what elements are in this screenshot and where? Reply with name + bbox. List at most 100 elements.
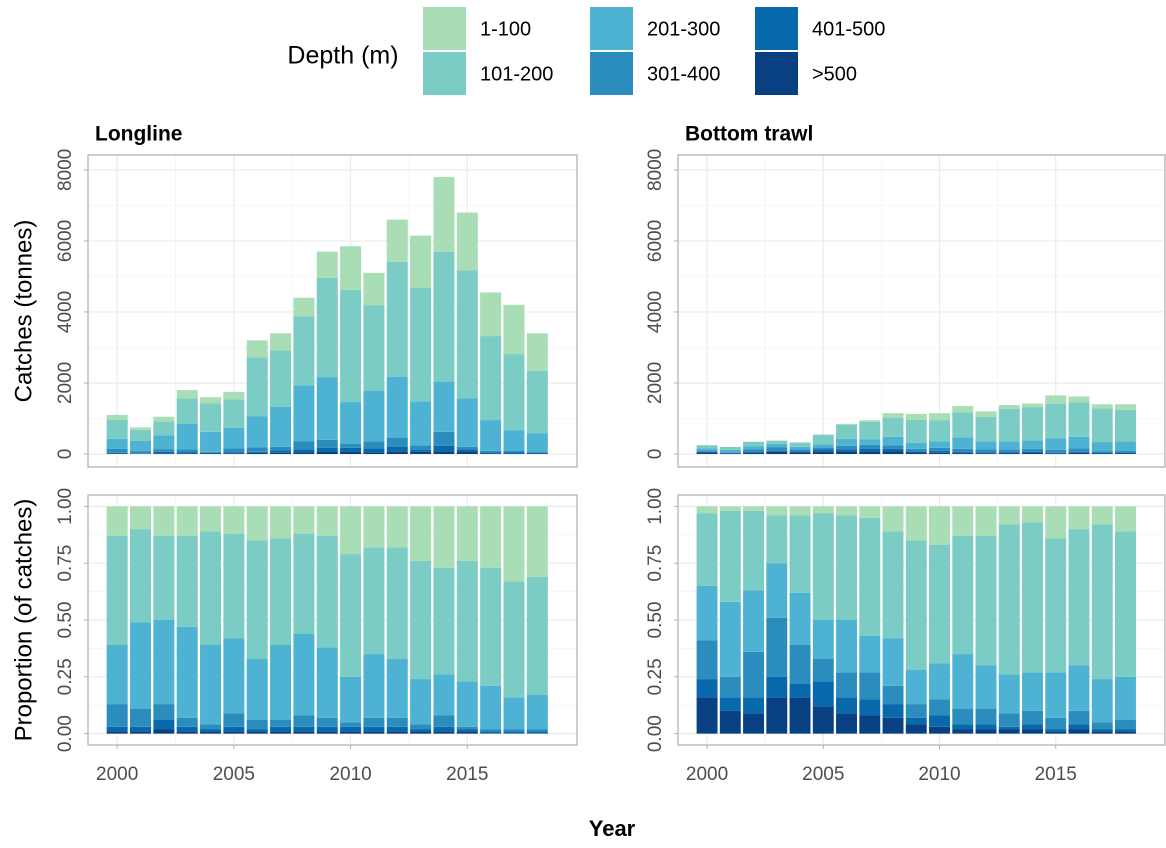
bar-segment — [456, 726, 478, 730]
bar-segment — [789, 446, 811, 450]
bar-segment — [106, 726, 128, 732]
bar-segment — [975, 449, 997, 453]
bar-segment — [719, 510, 741, 602]
bar-segment — [1091, 442, 1113, 452]
legend-key — [590, 7, 633, 50]
bar-segment — [929, 450, 950, 453]
bar-segment — [316, 647, 338, 718]
bar-segment — [293, 452, 315, 455]
bar-segment — [503, 451, 525, 453]
x-tick-label: 2005 — [802, 764, 844, 785]
bar-segment — [696, 448, 718, 451]
bar-segment — [526, 452, 548, 455]
bar-segment — [526, 729, 548, 732]
bar-segment — [766, 450, 788, 452]
bar-segment — [952, 406, 974, 413]
bar-segment — [1022, 403, 1043, 408]
bar-segment — [1022, 672, 1043, 711]
bar-segment — [929, 545, 950, 664]
bar-segment — [363, 654, 385, 718]
bar-segment — [106, 420, 128, 439]
bar-segment — [176, 626, 198, 718]
bar-segment — [929, 715, 950, 727]
bar-segment — [696, 445, 718, 449]
bar-segment — [1045, 395, 1067, 404]
bar-segment — [1115, 531, 1136, 677]
bar-segment — [270, 450, 292, 453]
bar-segment — [719, 697, 741, 711]
bar-segment — [1045, 453, 1067, 455]
bar-segment — [952, 452, 974, 454]
bar-segment — [316, 451, 338, 455]
bar-segment — [130, 708, 152, 727]
bar-segment — [526, 333, 548, 371]
bar-segment — [316, 439, 338, 448]
bar-segment — [998, 404, 1020, 409]
bar-segment — [270, 446, 292, 451]
bar-segment — [200, 397, 222, 404]
bar-segment — [433, 451, 455, 455]
bar-segment — [789, 697, 811, 734]
bar-segment — [223, 399, 245, 428]
y-tick-label: 0.50 — [55, 602, 76, 639]
bar-segment — [1045, 729, 1067, 732]
bar-segment — [456, 681, 478, 727]
bar-segment — [998, 449, 1020, 453]
y-axis-title: Proportion (of catches) — [10, 499, 37, 742]
bar-segment — [200, 451, 222, 453]
bar-segment — [766, 563, 788, 618]
bar-segment — [1068, 506, 1090, 530]
bar-segment — [456, 270, 478, 399]
bar-segment — [859, 439, 881, 445]
y-tick-label: 0 — [645, 449, 666, 460]
bar-segment — [766, 697, 788, 734]
bar-segment — [696, 679, 718, 698]
bar-segment — [386, 437, 408, 447]
bar-segment — [719, 676, 741, 698]
bar-segment — [526, 370, 548, 434]
bar-segment — [200, 403, 222, 432]
bar-segment — [882, 436, 904, 446]
bar-segment — [905, 704, 927, 718]
bar-segment — [526, 576, 548, 695]
bar-segment — [929, 447, 950, 451]
bar-segment — [1115, 731, 1136, 734]
bar-segment — [905, 540, 927, 670]
bar-segment — [153, 416, 175, 422]
facet-title: Longline — [95, 123, 183, 146]
bar-segment — [200, 452, 222, 454]
bar-segment — [1068, 729, 1090, 734]
legend-label: 401-500 — [812, 18, 885, 40]
y-tick-label: 4000 — [55, 291, 76, 333]
bar-segment — [836, 620, 857, 673]
bar-segment — [859, 672, 881, 700]
bar-segment — [316, 251, 338, 278]
bar-segment — [223, 638, 245, 714]
bar-segment — [176, 423, 198, 450]
bar-segment — [456, 446, 478, 450]
bar-segment — [743, 452, 765, 455]
bar-segment — [975, 416, 997, 442]
bar-segment — [905, 442, 927, 449]
bar-segment — [1045, 731, 1067, 734]
bar-segment — [719, 453, 741, 455]
bar-segment — [859, 699, 881, 716]
bar-segment — [130, 726, 152, 732]
bar-segment — [696, 640, 718, 680]
bar-segment — [456, 729, 478, 732]
bar-segment — [719, 601, 741, 677]
bar-segment — [363, 390, 385, 442]
bar-segment — [480, 452, 502, 455]
x-tick-label: 2010 — [918, 764, 960, 785]
bar-segment — [1068, 710, 1090, 725]
bar-segment — [882, 445, 904, 449]
y-tick-label: 6000 — [645, 220, 666, 262]
bar-segment — [905, 717, 927, 725]
bar-segment — [952, 729, 974, 734]
bar-segment — [223, 726, 245, 732]
bar-segment — [766, 441, 788, 444]
bar-segment — [1068, 452, 1090, 455]
bar-segment — [812, 447, 834, 450]
bar-segment — [503, 430, 525, 452]
legend-key — [755, 7, 798, 50]
